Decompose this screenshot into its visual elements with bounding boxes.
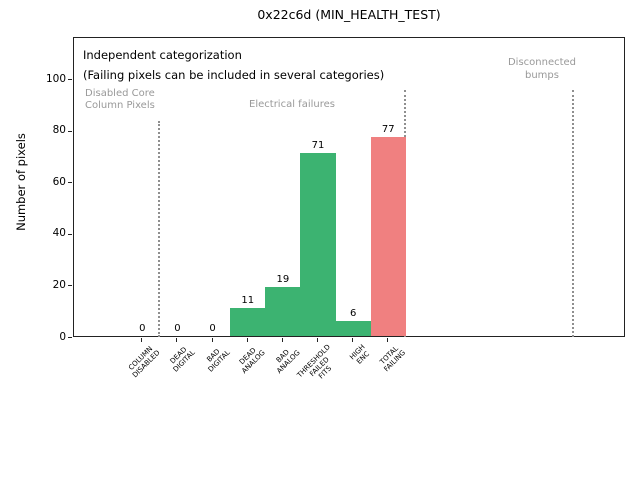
bar-value-label: 77 <box>381 124 395 136</box>
y-axis-tick-label: 0 <box>59 330 66 343</box>
bar-value-label: 71 <box>311 139 325 151</box>
bar-value-label: 11 <box>241 294 255 306</box>
section-label-disconnected-bumps: Disconnected bumps <box>507 57 577 81</box>
y-axis-tick-label: 80 <box>52 124 66 137</box>
annotation-independent-categorization: Independent categorization <box>83 48 242 62</box>
y-axis-title: Number of pixels <box>14 133 28 231</box>
x-axis-tick <box>246 338 248 342</box>
annotation-failing-note: (Failing pixels can be included in sever… <box>83 68 385 82</box>
y-axis-tick-label: 40 <box>52 227 66 240</box>
bar <box>370 137 406 336</box>
x-axis-tick <box>281 338 283 342</box>
x-axis-tick <box>387 338 389 342</box>
x-axis-tick <box>211 338 213 342</box>
bar-value-label: 0 <box>174 323 181 334</box>
x-axis-tick-label: DEAD ANALOG <box>238 346 268 376</box>
bar <box>265 286 301 336</box>
x-axis-tick-label: TOTAL FAILING <box>378 344 408 374</box>
x-axis-tick-label: COLUMN DISABLED <box>127 344 162 380</box>
x-axis-tick-label: DEAD DIGITAL <box>168 345 197 374</box>
plot-area: Independent categorization (Failing pixe… <box>73 37 625 337</box>
bar <box>335 320 371 336</box>
section-label-disabled-core-column-pixels: Disabled Core Column Pixels <box>85 88 155 111</box>
y-axis-tick <box>68 285 72 287</box>
section-divider-disabled <box>158 121 160 337</box>
x-axis-tick-label: HIGH ENC <box>348 343 372 366</box>
bar-value-label: 0 <box>209 323 216 334</box>
y-axis-tick <box>68 79 72 80</box>
x-axis-tick <box>352 338 354 342</box>
bar-value-label: 0 <box>139 323 146 334</box>
y-axis-tick-label: 60 <box>52 175 66 188</box>
chart-title: 0x22c6d (MIN_HEALTH_TEST) <box>257 7 441 22</box>
y-axis-tick-label: 100 <box>45 72 66 85</box>
y-axis-tick <box>68 233 72 235</box>
y-axis-tick <box>68 182 72 184</box>
x-axis-tick <box>317 338 318 342</box>
bar-value-label: 6 <box>349 307 357 319</box>
bar <box>300 152 336 336</box>
section-label-electrical-failures: Electrical failures <box>249 99 335 110</box>
y-axis-tick-label: 20 <box>52 278 66 291</box>
x-axis-tick-label: BAD DIGITAL <box>205 347 232 374</box>
x-axis-tick <box>176 338 178 342</box>
y-axis-tick <box>68 130 72 132</box>
y-axis-tick <box>68 337 72 338</box>
x-axis-tick <box>141 338 143 342</box>
x-axis-tick-label: THRESHOLD FAILED FITS <box>295 343 333 381</box>
bar <box>230 307 266 336</box>
bar-value-label: 19 <box>276 273 290 285</box>
section-divider-bumps <box>572 90 574 337</box>
